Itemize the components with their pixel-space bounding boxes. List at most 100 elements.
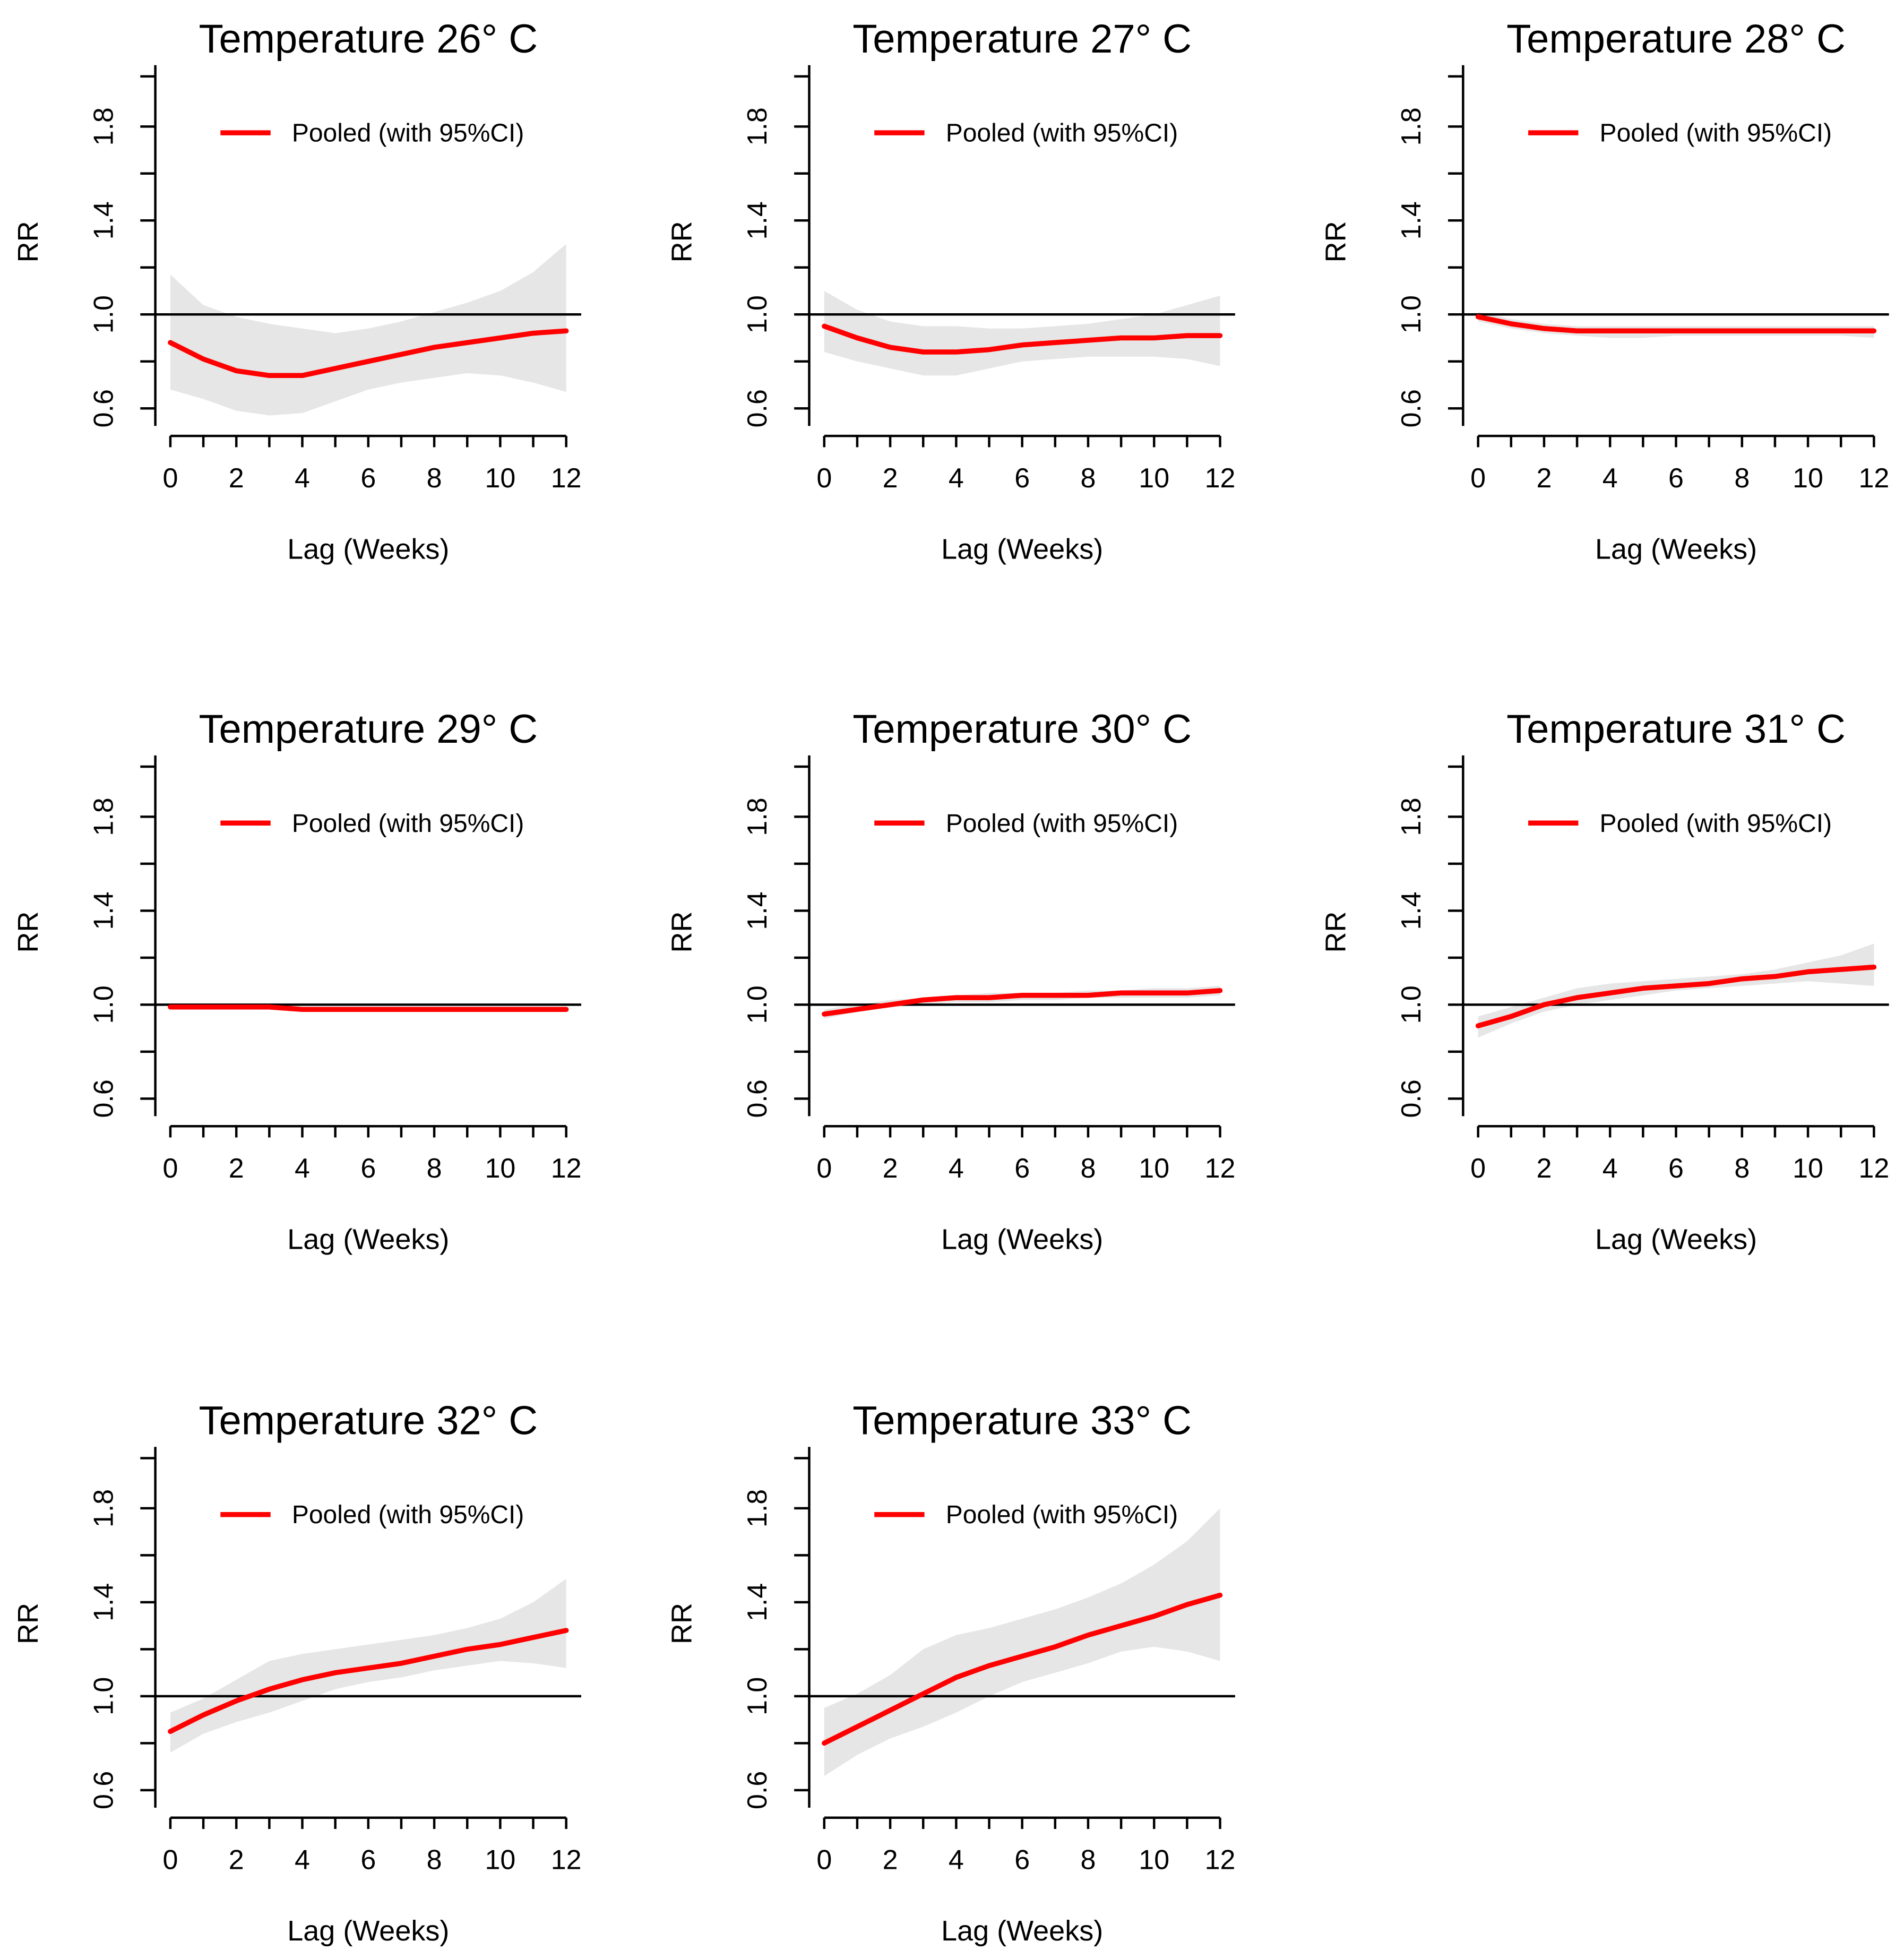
x-tick-label: 6 [1014, 1844, 1030, 1875]
x-tick-label: 8 [427, 1844, 442, 1875]
x-tick-label: 12 [1858, 1153, 1889, 1184]
x-tick-label: 6 [1668, 1153, 1684, 1184]
ci-band [824, 1508, 1220, 1776]
panel-3: Temperature 28° C0.61.01.41.80 2 4 6 8 10 12La… [1320, 16, 1889, 565]
y-tick-label: 0.6 [88, 1771, 119, 1809]
x-tick-label: 0 [816, 1153, 832, 1184]
ci-band [824, 291, 1220, 375]
x-tick-label: 10 [1793, 1153, 1823, 1184]
panel-title: Temperature 32° C [199, 1398, 538, 1444]
y-tick-label: 1.0 [88, 1677, 119, 1715]
y-tick-label: 1.8 [742, 797, 773, 836]
y-tick-label: 0.6 [742, 1079, 773, 1118]
panel-7: Temperature 32° C 0.6 1.0 1.4 1.8 0 2 4 6 8 10 12 La… [12, 1398, 582, 1947]
panel-title: Temperature 27° C [852, 16, 1192, 62]
y-tick-label: 1.8 [1396, 797, 1427, 836]
x-tick-label: 8 [1080, 463, 1096, 494]
y-tick-label: 1.4 [88, 891, 119, 930]
panel-1: Temperature 26° C 0.6 1.0 1.4 1.8 0 2 4 6 8 10 12 La… [12, 16, 582, 565]
x-tick-label: 2 [883, 463, 898, 494]
x-tick-label: 6 [360, 1844, 376, 1875]
x-tick-label: 0 [816, 1844, 832, 1875]
x-tick-label: 12 [551, 1844, 582, 1875]
x-axis-label: Lag (Weeks) [941, 1915, 1103, 1947]
x-axis-label: Lag (Weeks) [287, 533, 449, 565]
y-tick-label: 1.4 [742, 891, 773, 930]
x-tick-label: 8 [1080, 1153, 1096, 1184]
y-tick-label: 1.8 [88, 107, 119, 145]
y-tick-label: 1.8 [742, 107, 773, 145]
y-tick-label: 1.4 [1396, 201, 1427, 239]
y-tick-label: 1.8 [1396, 107, 1427, 145]
x-tick-label: 4 [295, 463, 310, 494]
x-tick-label: 6 [1668, 463, 1684, 494]
x-tick-label: 12 [551, 1153, 582, 1184]
x-tick-label: 12 [551, 463, 582, 494]
x-tick-label: 0 [1470, 1153, 1486, 1184]
x-tick-label: 10 [485, 1844, 515, 1875]
x-tick-label: 8 [1734, 1153, 1750, 1184]
x-tick-label: 8 [427, 463, 442, 494]
x-tick-label: 10 [1793, 463, 1823, 494]
x-tick-label: 12 [1205, 1153, 1236, 1184]
x-tick-label: 10 [1139, 1153, 1169, 1184]
ci-band [170, 244, 566, 416]
figure: Temperature 26° C 0.6 1.0 1.4 1.8 0 2 4 6 8 10 12 La… [0, 0, 1904, 1958]
y-tick-label: 1.0 [742, 295, 773, 333]
x-tick-label: 10 [485, 463, 515, 494]
x-tick-label: 2 [1536, 463, 1552, 494]
x-tick-label: 2 [229, 463, 244, 494]
panel-title: Temperature 26° C [199, 16, 538, 62]
y-axis-label: RR [666, 912, 698, 953]
y-tick-label: 0.6 [1396, 1079, 1427, 1118]
panel-title: Temperature 29° C [199, 707, 538, 752]
y-axis-label: RR [12, 221, 44, 262]
y-tick-label: 0.6 [742, 389, 773, 427]
x-tick-label: 8 [427, 1153, 442, 1184]
pooled-curve [170, 1007, 566, 1009]
x-tick-label: 4 [949, 463, 964, 494]
x-tick-label: 12 [1858, 463, 1889, 494]
y-tick-label: 1.0 [742, 1677, 773, 1715]
x-tick-label: 8 [1734, 463, 1750, 494]
x-axis-label: Lag (Weeks) [941, 533, 1103, 565]
y-axis-label: RR [666, 1603, 698, 1644]
y-tick-label: 1.0 [1396, 985, 1427, 1024]
x-tick-label: 2 [1536, 1153, 1552, 1184]
x-tick-label: 8 [1080, 1844, 1096, 1875]
x-tick-label: 0 [162, 463, 178, 494]
x-axis-label: Lag (Weeks) [287, 1223, 449, 1255]
panel-8: Temperature 33° C0.61.01.41.80 2 4 6 8 10 12La… [666, 1398, 1236, 1947]
panel-title: Temperature 33° C [852, 1398, 1192, 1444]
legend-label: Pooled (with 95%CI) [1600, 810, 1832, 838]
y-axis-label: RR [12, 912, 44, 953]
panel-5: Temperature 30° C0.61.01.41.80 2 4 6 8 10 12La… [666, 707, 1236, 1255]
x-tick-label: 10 [1139, 1844, 1169, 1875]
x-axis-label: Lag (Weeks) [1595, 1223, 1757, 1255]
y-tick-label: 1.0 [88, 295, 119, 333]
y-axis-label: RR [12, 1603, 44, 1644]
x-axis-label: Lag (Weeks) [1595, 533, 1757, 565]
legend-label: Pooled (with 95%CI) [292, 810, 524, 838]
legend-label: Pooled (with 95%CI) [292, 119, 524, 148]
panel-4: Temperature 29° C 0.6 1.0 1.4 1.8 0 2 4 6 8 10 12 La… [12, 707, 582, 1255]
x-tick-label: 4 [1603, 463, 1618, 494]
y-tick-label: 1.0 [1396, 295, 1427, 333]
y-tick-label: 0.6 [1396, 389, 1427, 427]
panel-6: Temperature 31° C 0.6 1.0 1.4 1.8 0 2 4 6 8 10 12 La… [1320, 707, 1889, 1255]
panel-title: Temperature 31° C [1506, 707, 1846, 752]
legend-label: Pooled (with 95%CI) [946, 810, 1178, 838]
x-tick-label: 4 [295, 1153, 310, 1184]
x-tick-label: 6 [1014, 1153, 1030, 1184]
legend-label: Pooled (with 95%CI) [946, 1501, 1178, 1529]
y-axis-label: RR [1320, 912, 1351, 953]
x-tick-label: 2 [229, 1844, 244, 1875]
ci-band [1478, 943, 1874, 1037]
x-tick-label: 0 [162, 1844, 178, 1875]
x-tick-label: 2 [883, 1153, 898, 1184]
x-tick-label: 10 [1139, 463, 1169, 494]
y-tick-label: 0.6 [88, 1079, 119, 1118]
panel-2: Temperature 27° C 0.6 1.0 1.4 1.8 0 2 4 6 8 10 12 La… [666, 16, 1236, 565]
x-tick-label: 4 [295, 1844, 310, 1875]
x-tick-label: 0 [162, 1153, 178, 1184]
